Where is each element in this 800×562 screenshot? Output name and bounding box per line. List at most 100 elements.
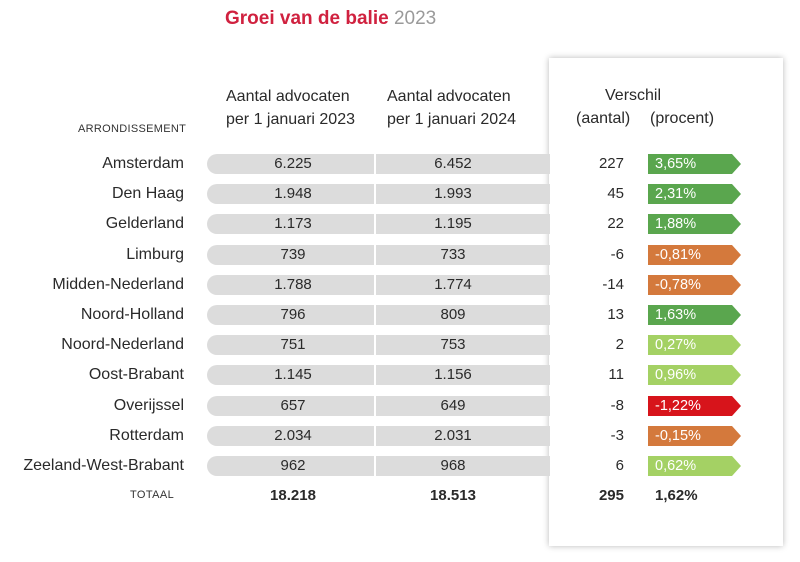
value-pct: 0,62%	[655, 458, 697, 474]
value-2023: 962	[280, 457, 306, 474]
value-pct: 0,96%	[655, 367, 697, 383]
pct-arrow	[648, 214, 741, 234]
pct-arrow	[648, 365, 741, 385]
value-pct: -0,81%	[655, 247, 701, 263]
total-pct: 1,62%	[655, 487, 698, 504]
table-row: Limburg 739 733 -6 -0,81%	[0, 244, 800, 266]
header-verschil: Verschil	[605, 87, 662, 104]
row-label: Midden-Nederland	[52, 276, 184, 293]
value-pct: 3,65%	[655, 156, 697, 172]
pct-arrow-shape	[648, 275, 741, 295]
row-label: Den Haag	[111, 185, 184, 202]
row-bar-bg	[207, 305, 550, 325]
header-2024-line1: Aantal advocaten	[387, 88, 511, 105]
value-2024: 1.993	[434, 185, 472, 202]
value-diff: -6	[610, 246, 624, 263]
chart-title-main: Groei van de balie	[225, 8, 389, 29]
row-bar-bg	[207, 456, 550, 476]
pct-arrow-shape	[648, 365, 741, 385]
value-2023: 796	[280, 306, 306, 323]
row-bar-divider	[374, 305, 376, 325]
value-2024: 6.452	[434, 155, 472, 172]
row-bar-bg	[207, 275, 550, 295]
value-diff: 2	[615, 336, 624, 353]
value-pct: 1,63%	[655, 307, 697, 323]
value-pct: 0,27%	[655, 337, 697, 353]
value-diff: 45	[607, 185, 624, 202]
header-procent: (procent)	[650, 110, 715, 127]
table-row: Overijssel 657 649 -8 -1,22%	[0, 395, 800, 417]
row-bar-bg	[207, 335, 550, 355]
value-2024: 649	[440, 397, 466, 414]
value-2024: 1.774	[434, 276, 472, 293]
value-pct: -0,15%	[655, 428, 701, 444]
pct-arrow	[648, 275, 741, 295]
value-2023: 1.173	[274, 215, 312, 232]
pct-arrow-shape	[648, 214, 741, 234]
row-bar-divider	[374, 214, 376, 234]
row-label: Oost-Brabant	[88, 366, 184, 383]
pct-arrow	[648, 456, 741, 476]
row-bar-bg	[207, 365, 550, 385]
value-2024: 1.195	[434, 215, 472, 232]
value-2023: 751	[280, 336, 306, 353]
row-bar-bg	[207, 426, 550, 446]
row-bar-bg	[207, 245, 550, 265]
header-aantal: (aantal)	[576, 110, 631, 127]
total-2024: 18.513	[430, 487, 476, 504]
pct-arrow	[648, 154, 741, 174]
table-row: Midden-Nederland 1.788 1.774 -14 -0,78%	[0, 274, 800, 296]
value-2024: 2.031	[434, 427, 472, 444]
value-2024: 1.156	[434, 366, 472, 383]
chart-title-year: 2023	[393, 8, 437, 29]
row-bar-divider	[374, 426, 376, 446]
pct-arrow-shape	[648, 426, 741, 446]
value-2023: 1.788	[274, 276, 312, 293]
row-bar-divider	[374, 154, 376, 174]
value-2024: 753	[440, 336, 466, 353]
row-label: Noord-Holland	[80, 306, 184, 323]
row-bar-bg	[207, 214, 550, 234]
header-2023-line1: Aantal advocaten	[226, 88, 350, 105]
header-2023: Aantal advocaten per 1 januari 2023	[226, 85, 355, 131]
row-bar-divider	[374, 365, 376, 385]
row-label: Overijssel	[113, 397, 184, 414]
value-2024: 809	[440, 306, 466, 323]
header-arrondissement: ARRONDISSEMENT	[78, 123, 187, 135]
value-2023: 1.948	[274, 185, 312, 202]
total-label: TOTAAL	[130, 489, 175, 501]
row-bar-bg	[207, 154, 550, 174]
value-pct: 1,88%	[655, 216, 697, 232]
pct-arrow-shape	[648, 184, 741, 204]
row-label: Zeeland-West-Brabant	[23, 457, 184, 474]
total-diff: 295	[598, 487, 624, 504]
header-2024-line2: per 1 januari 2024	[387, 111, 516, 128]
value-diff: 227	[598, 155, 624, 172]
value-2023: 2.034	[274, 427, 312, 444]
value-pct: -1,22%	[655, 398, 701, 414]
row-bar-divider	[374, 245, 376, 265]
pct-arrow-shape	[648, 305, 741, 325]
table-row: Gelderland 1.173 1.195 22 1,88%	[0, 213, 800, 235]
row-bar-bg	[207, 184, 550, 204]
table-row: Zeeland-West-Brabant 962 968 6 0,62%	[0, 455, 800, 477]
value-2023: 657	[280, 397, 306, 414]
value-diff: -14	[602, 276, 624, 293]
value-pct: 2,31%	[655, 186, 697, 202]
row-label: Rotterdam	[109, 427, 184, 444]
pct-arrow-shape	[648, 245, 741, 265]
value-2024: 968	[440, 457, 466, 474]
row-bar-bg	[207, 396, 550, 416]
table-row: Noord-Holland 796 809 13 1,63%	[0, 304, 800, 326]
value-2023: 6.225	[274, 155, 312, 172]
pct-arrow-shape	[648, 154, 741, 174]
table-row: Noord-Nederland 751 753 2 0,27%	[0, 334, 800, 356]
row-bar-divider	[374, 396, 376, 416]
pct-arrow-shape	[648, 456, 741, 476]
pct-arrow-shape	[648, 396, 741, 416]
value-diff: 13	[607, 306, 624, 323]
value-pct: -0,78%	[655, 277, 701, 293]
value-diff: -3	[610, 427, 624, 444]
value-2023: 739	[280, 246, 306, 263]
pct-arrow	[648, 245, 741, 265]
